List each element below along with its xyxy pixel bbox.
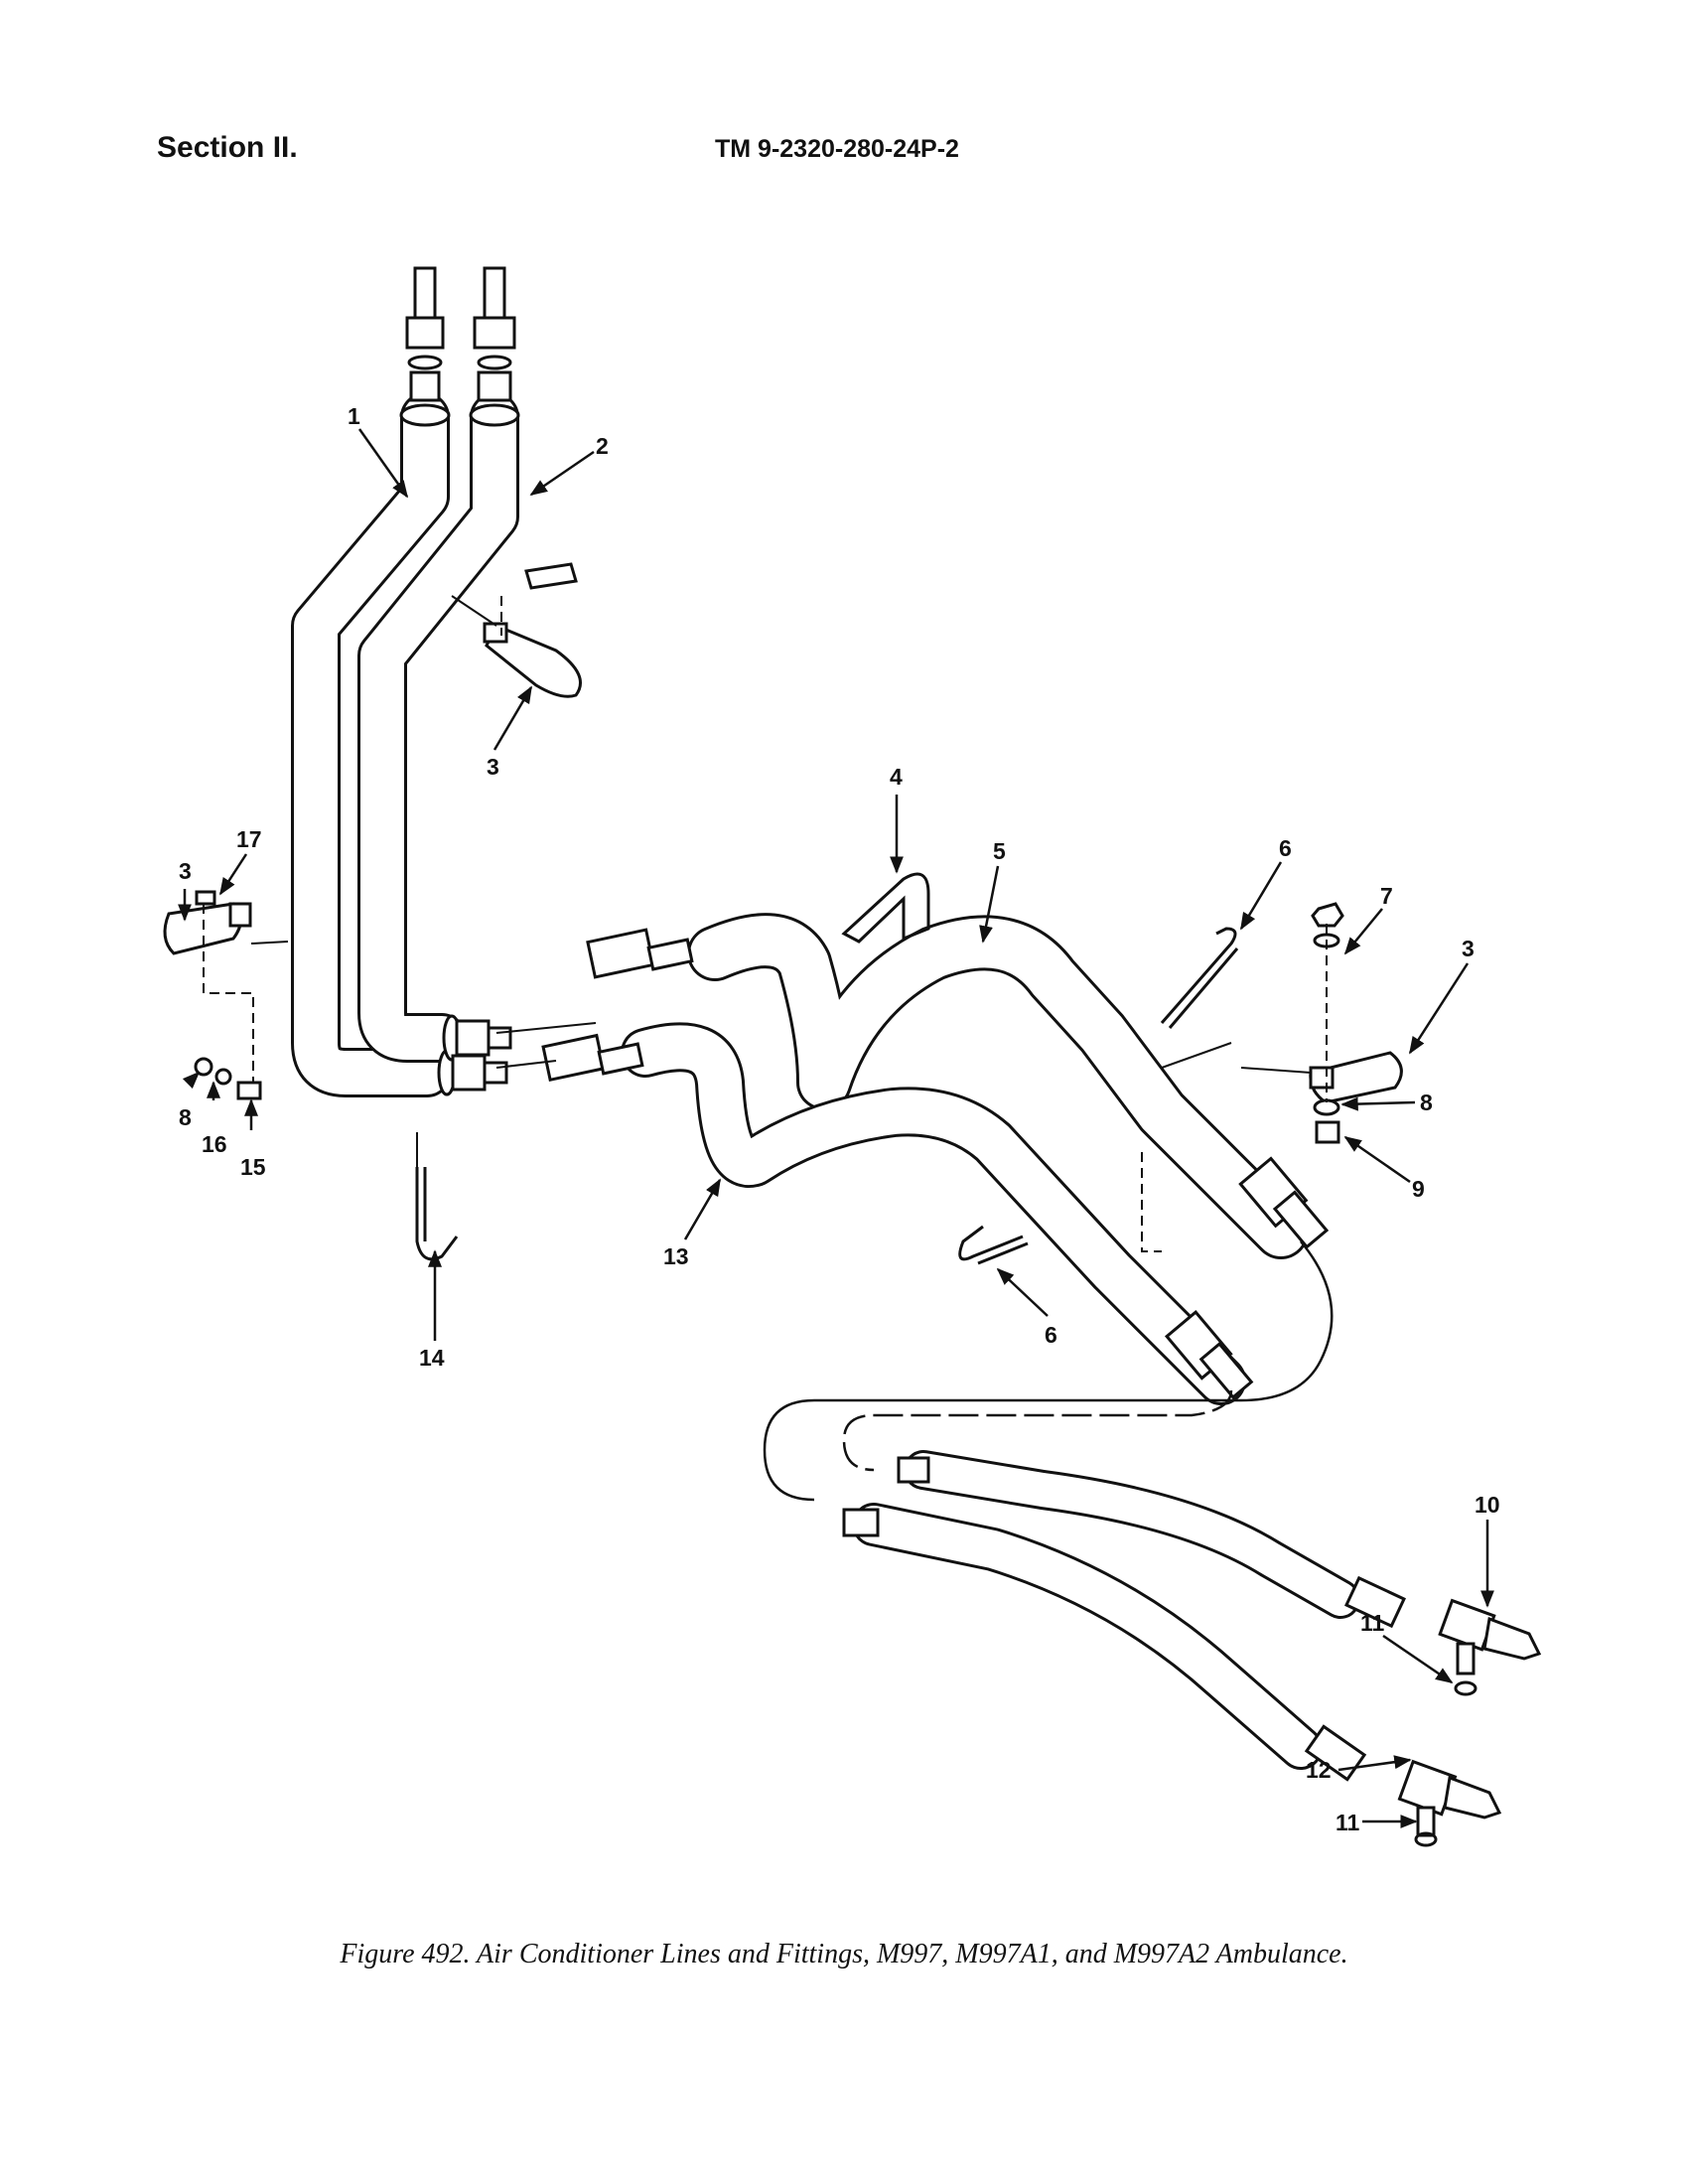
callout-5: 5	[993, 838, 1006, 864]
tee-fitting-12	[1397, 1759, 1502, 1837]
callout-7: 7	[1380, 883, 1393, 909]
clip-14	[415, 1167, 459, 1261]
callout-11-lower: 11	[1336, 1810, 1360, 1835]
callout-9: 9	[1412, 1176, 1425, 1202]
callout-12: 12	[1306, 1757, 1332, 1783]
clip-4	[841, 872, 930, 944]
clamp-3-right	[1309, 1051, 1403, 1104]
routing-line	[763, 1240, 1334, 1502]
callout-3-right: 3	[1462, 936, 1475, 961]
callout-6-lower: 6	[1045, 1322, 1057, 1348]
lower-hose-fittings	[842, 1456, 1406, 1782]
lower-hoses	[852, 1450, 1360, 1770]
callout-1: 1	[348, 403, 360, 429]
callout-13: 13	[663, 1243, 689, 1269]
hose-line-2	[357, 392, 519, 1063]
clamp-3-left	[163, 902, 252, 955]
callout-3-upper: 3	[487, 754, 499, 780]
center-lines	[250, 595, 1312, 1167]
section-label: Section II.	[157, 131, 298, 164]
line-end-fittings	[451, 1019, 512, 1092]
hose-couplings-right	[1164, 1156, 1330, 1399]
clip-6-upper	[1160, 927, 1239, 1029]
hose-assembly-13	[621, 1022, 1246, 1405]
callout-2: 2	[596, 433, 609, 459]
upper-fittings	[405, 266, 516, 402]
guide-lines	[203, 596, 1328, 1252]
clamp-3-upper	[483, 622, 582, 698]
tee-fitting-10	[1438, 1598, 1542, 1675]
figure-caption: Figure 492. Air Conditioner Lines and Fi…	[340, 1939, 1348, 1969]
callout-14: 14	[419, 1345, 445, 1371]
callout-6-upper: 6	[1279, 835, 1292, 861]
hose-couplings-left	[541, 928, 694, 1083]
clip-6-lower	[958, 1225, 1029, 1265]
callout-17: 17	[236, 826, 262, 852]
callout-3-left: 3	[179, 858, 192, 884]
hose-assembly-5	[687, 913, 1309, 1259]
callout-8-right: 8	[1420, 1090, 1433, 1115]
callout-16: 16	[202, 1131, 227, 1157]
callout-11-upper: 11	[1360, 1610, 1385, 1636]
callout-4: 4	[890, 764, 903, 790]
callout-arrows	[178, 428, 1494, 1828]
tm-number: TM 9-2320-280-24P-2	[715, 135, 959, 163]
o-rings-11	[1414, 1680, 1477, 1847]
callout-8-left: 8	[179, 1104, 192, 1130]
callout-labels: 1 2 3 4 5 6 7 3 17 3 8 16 15 8 9 14 13 6…	[179, 403, 1500, 1835]
callout-10: 10	[1475, 1492, 1500, 1518]
callout-15: 15	[240, 1154, 266, 1180]
hose-line-1	[291, 392, 452, 1097]
